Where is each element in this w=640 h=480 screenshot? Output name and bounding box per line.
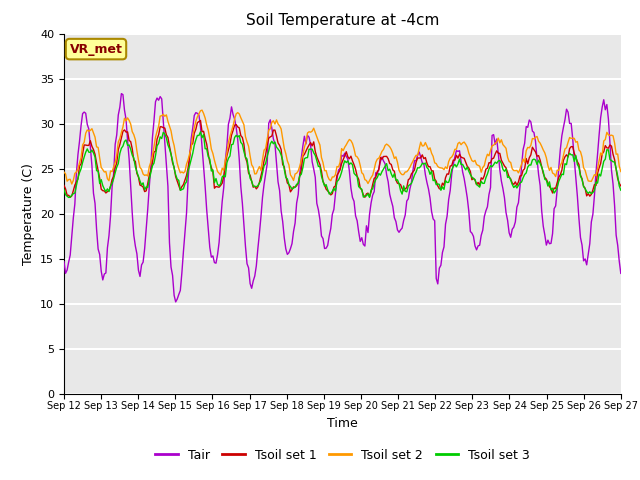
Tsoil set 2 xyxy=(257,168,265,173)
Tsoil set 2 xyxy=(130,132,138,138)
Y-axis label: Temperature (C): Temperature (C) xyxy=(22,163,35,264)
Tsoil set 1 xyxy=(305,142,313,148)
Tair xyxy=(130,232,138,238)
Tsoil set 2 xyxy=(617,168,625,174)
Line: Tair: Tair xyxy=(64,94,621,302)
Tsoil set 3 xyxy=(589,190,596,195)
Tair xyxy=(229,111,237,117)
Tsoil set 1 xyxy=(617,183,625,189)
Title: Soil Temperature at -4cm: Soil Temperature at -4cm xyxy=(246,13,439,28)
Tsoil set 1 xyxy=(361,194,369,200)
Tsoil set 1 xyxy=(196,118,204,123)
Tsoil set 2 xyxy=(589,175,596,181)
Tsoil set 2 xyxy=(248,162,255,168)
Tair xyxy=(172,299,179,305)
Tsoil set 2 xyxy=(60,169,68,175)
X-axis label: Time: Time xyxy=(327,417,358,430)
Tsoil set 1 xyxy=(255,180,263,185)
Tsoil set 3 xyxy=(229,141,237,147)
Tsoil set 1 xyxy=(228,132,236,138)
Tair xyxy=(307,142,314,148)
Tsoil set 3 xyxy=(307,146,314,152)
Legend: Tair, Tsoil set 1, Tsoil set 2, Tsoil set 3: Tair, Tsoil set 1, Tsoil set 2, Tsoil se… xyxy=(150,444,535,467)
Tsoil set 2 xyxy=(307,129,314,135)
Tsoil set 1 xyxy=(129,146,136,152)
Tsoil set 1 xyxy=(246,172,254,178)
Tair xyxy=(617,270,625,276)
Tsoil set 3 xyxy=(248,178,255,184)
Tsoil set 3 xyxy=(65,194,72,200)
Tair xyxy=(60,259,68,264)
Line: Tsoil set 2: Tsoil set 2 xyxy=(64,110,621,184)
Tsoil set 3 xyxy=(196,129,204,134)
Tsoil set 3 xyxy=(617,187,625,193)
Tair xyxy=(257,214,265,219)
Line: Tsoil set 1: Tsoil set 1 xyxy=(64,120,621,197)
Tair xyxy=(589,211,596,217)
Tsoil set 2 xyxy=(198,107,206,113)
Line: Tsoil set 3: Tsoil set 3 xyxy=(64,132,621,197)
Tsoil set 3 xyxy=(130,155,138,161)
Tsoil set 3 xyxy=(60,186,68,192)
Tair xyxy=(248,286,255,291)
Tsoil set 2 xyxy=(229,123,237,129)
Tsoil set 1 xyxy=(589,187,596,193)
Tsoil set 1 xyxy=(60,182,68,188)
Text: VR_met: VR_met xyxy=(70,43,122,56)
Tsoil set 2 xyxy=(68,181,76,187)
Tsoil set 3 xyxy=(257,178,265,183)
Tair xyxy=(118,91,125,96)
